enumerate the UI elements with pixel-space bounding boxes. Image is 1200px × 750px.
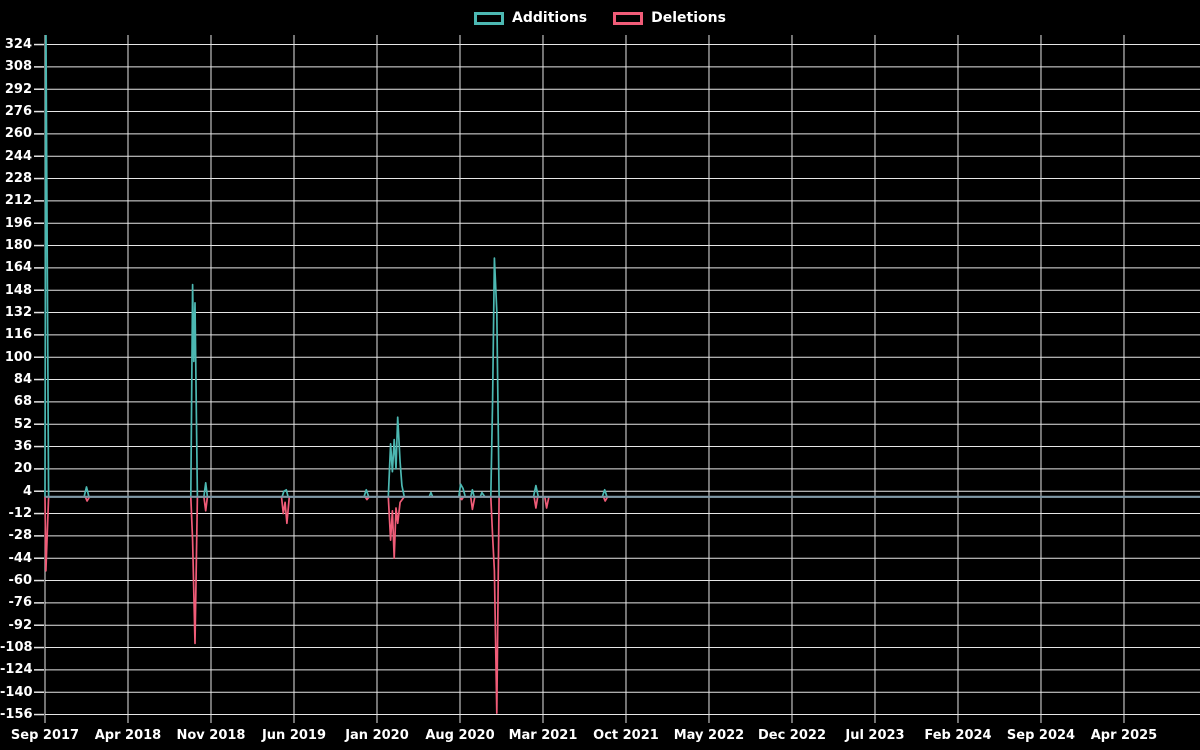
y-tick-label: 116 (4, 327, 32, 343)
x-tick-label: Jun 2019 (261, 728, 327, 743)
y-tick-label: 196 (4, 215, 32, 231)
y-tick-label: -92 (8, 617, 33, 633)
x-tick-label: Jul 2023 (845, 728, 905, 743)
h-gridlines (45, 44, 1200, 716)
y-tick-label: 164 (4, 260, 32, 276)
x-tick-label: Mar 2021 (508, 728, 578, 743)
y-tick-label: -124 (0, 662, 33, 678)
y-tick-label: -76 (8, 595, 33, 611)
y-tick-label: -108 (0, 640, 33, 656)
deletions-swatch-icon (613, 11, 644, 25)
y-tick-label: 324 (4, 37, 32, 53)
y-tick-label: -156 (0, 707, 33, 723)
y-tick-label: 308 (4, 59, 32, 75)
y-tick-label: 180 (4, 238, 32, 254)
series-line-deletions (44, 495, 1200, 714)
y-tick-label: 260 (4, 126, 32, 142)
y-tick-label: 244 (4, 148, 32, 164)
y-tick-label: 148 (4, 282, 32, 298)
y-tick-label: 4 (22, 483, 32, 499)
legend-item-additions[interactable]: Additions (474, 10, 587, 26)
y-tick-label: 228 (4, 171, 32, 187)
x-tick-label: Feb 2024 (924, 728, 992, 743)
y-tick-label: 20 (13, 461, 32, 477)
y-tick-label: 84 (13, 372, 32, 388)
x-tick-label: Aug 2020 (425, 728, 495, 743)
y-tick-label: -140 (0, 684, 33, 700)
y-tick-label: 68 (13, 394, 32, 410)
y-tick-label: 292 (4, 81, 32, 97)
legend-item-deletions[interactable]: Deletions (613, 10, 726, 26)
x-tick-label: May 2022 (673, 728, 745, 743)
v-gridlines (44, 35, 1125, 723)
x-tick-label: Sep 2017 (10, 728, 80, 743)
y-tick-label: -28 (8, 528, 33, 544)
x-tick-label: Apr 2025 (1090, 728, 1158, 743)
y-tick-marks (34, 43, 44, 716)
x-tick-label: Nov 2018 (176, 728, 246, 743)
y-tick-label: 52 (13, 416, 32, 432)
x-tick-label: Apr 2018 (94, 728, 162, 743)
y-tick-label: 212 (4, 193, 32, 209)
legend-label-additions: Additions (512, 10, 588, 26)
y-tick-label: -12 (8, 506, 33, 522)
chart-legend: Additions Deletions (0, 6, 1200, 30)
x-tick-label: Oct 2021 (593, 728, 659, 743)
y-tick-label: -44 (8, 550, 33, 566)
series-line-additions (44, 35, 1200, 498)
y-tick-label: 100 (4, 349, 32, 365)
y-tick-label: -60 (8, 573, 33, 589)
legend-label-deletions: Deletions (651, 10, 726, 26)
series-lines (44, 35, 1200, 714)
y-tick-label: 132 (4, 305, 32, 321)
x-tick-label: Jan 2020 (345, 728, 409, 743)
y-tick-label: 36 (13, 439, 32, 455)
x-tick-label: Sep 2024 (1006, 728, 1076, 743)
additions-swatch-icon (474, 11, 505, 25)
x-tick-label: Dec 2022 (757, 728, 826, 743)
y-tick-label: 276 (4, 104, 32, 120)
